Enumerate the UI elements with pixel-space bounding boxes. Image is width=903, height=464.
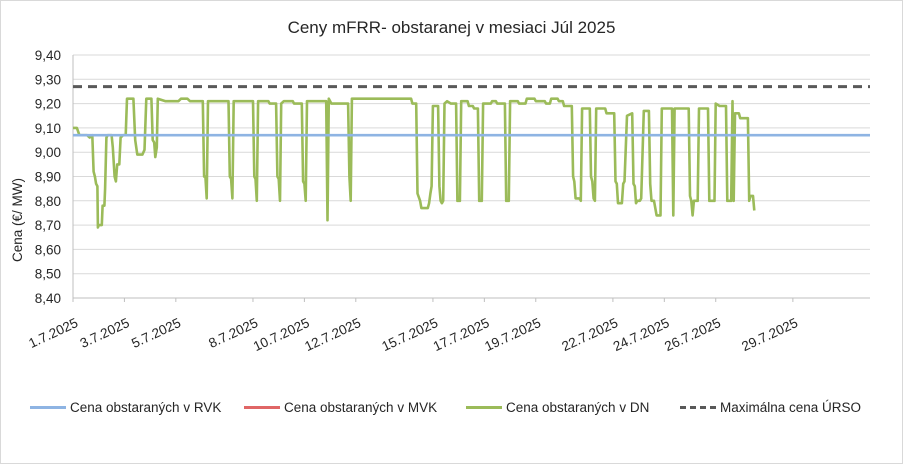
legend-label-rvk: Cena obstaraných v RVK <box>70 400 222 415</box>
x-tick-label: 17.7.2025 <box>431 315 492 354</box>
legend-swatch-rvk <box>30 406 66 409</box>
x-tick-label: 10.7.2025 <box>251 315 312 354</box>
y-tick-label: 9,30 <box>35 72 61 87</box>
x-tick-label: 3.7.2025 <box>78 315 132 351</box>
x-tick-label: 15.7.2025 <box>379 315 440 354</box>
x-tick-label: 12.7.2025 <box>302 315 363 354</box>
series-lines <box>73 85 870 229</box>
y-tick-label: 9,00 <box>35 145 61 160</box>
legend-label-mvk: Cena obstaraných v MVK <box>284 400 438 415</box>
legend-item-dn: Cena obstaraných v DN <box>466 400 649 415</box>
y-tick-label: 8,40 <box>35 291 61 306</box>
y-tick-label: 8,50 <box>35 267 61 282</box>
x-tick-label: 19.7.2025 <box>482 315 543 354</box>
y-tick-label: 8,60 <box>35 242 61 257</box>
x-tick-label: 1.7.2025 <box>26 315 80 351</box>
y-tick-label: 8,80 <box>35 194 61 209</box>
y-tick-label: 9,20 <box>35 97 61 112</box>
legend-item-rvk: Cena obstaraných v RVK <box>30 400 221 415</box>
gridlines <box>72 54 870 299</box>
legend-swatch-max <box>680 406 716 409</box>
x-tick-label: 5.7.2025 <box>129 315 183 351</box>
y-tick-label: 8,90 <box>35 170 61 185</box>
legend-label-dn: Cena obstaraných v DN <box>506 400 650 415</box>
legend-swatch-mvk <box>244 406 280 409</box>
y-tick-labels: 8,40 8,50 8,60 8,70 8,80 8,90 9,00 9,10 9,20 9,30… <box>35 48 61 306</box>
legend: Cena obstaraných v RVK Cena obstaraných … <box>30 400 890 420</box>
y-tick-label: 9,10 <box>35 121 61 136</box>
legend-item-mvk: Cena obstaraných v MVK <box>244 400 437 415</box>
legend-swatch-dn <box>466 406 502 409</box>
legend-label-max: Maximálna cena ÚRSO <box>720 400 862 415</box>
x-tick-label: 22.7.2025 <box>559 315 620 354</box>
series-line-dn <box>73 97 756 229</box>
x-tick-label: 29.7.2025 <box>739 315 800 354</box>
legend-item-max: Maximálna cena ÚRSO <box>680 400 861 415</box>
chart-title: Ceny mFRR- obstaranej v mesiaci Júl 2025 <box>287 18 616 37</box>
x-tick-label: 26.7.2025 <box>662 315 723 354</box>
y-tick-label: 9,40 <box>35 48 61 63</box>
y-tick-label: 8,70 <box>35 218 61 233</box>
y-axis-label: Cena (€/ MW) <box>10 178 25 262</box>
x-tick-label: 24.7.2025 <box>611 315 672 354</box>
